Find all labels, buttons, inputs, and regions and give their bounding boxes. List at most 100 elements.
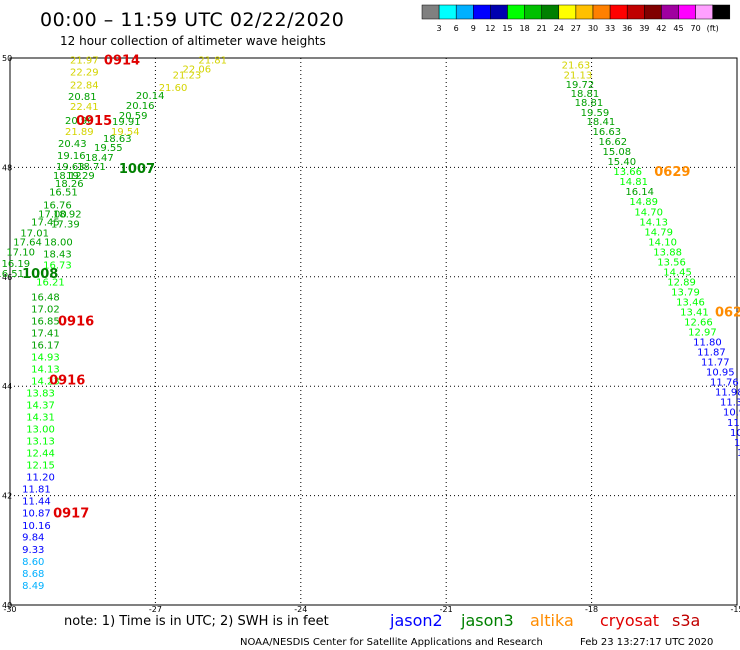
wave-height-label: 9.33	[22, 545, 44, 556]
wave-height-label: 22.84	[70, 81, 99, 92]
lat-tick-label: 44	[2, 382, 12, 391]
wave-height-label: 14.81	[619, 177, 648, 188]
scale-label: 27	[571, 24, 581, 33]
lon-tick-label: -30	[3, 605, 16, 614]
wave-height-label: 10.93	[723, 408, 740, 419]
wave-height-label: 15.08	[602, 147, 631, 158]
scale-label: 12	[485, 24, 495, 33]
wave-height-label: 22.41	[70, 102, 99, 113]
satellite-legend: jason2 jason3 altika cryosat s3a	[389, 611, 700, 630]
scale-swatch	[626, 4, 645, 20]
wave-height-label: 19.59	[581, 108, 610, 119]
wave-height-label: 19.29	[66, 171, 95, 182]
lon-tick-label: -21	[440, 605, 453, 614]
wave-height-label: 14.10	[648, 237, 677, 248]
wave-height-label: 18.92	[53, 209, 82, 220]
scale-swatch	[558, 4, 577, 20]
lon-tick-label: -15	[730, 605, 740, 614]
wave-height-label: 11.77	[701, 358, 730, 369]
wave-height-label: 18.63	[103, 134, 132, 145]
wave-height-label: 22.06	[182, 65, 211, 76]
scale-label: 45	[673, 24, 683, 33]
pass-time-labels: 0914 0915 1007 1008 0916 0916 0917 0629 0628	[22, 54, 740, 522]
wave-height-label: 18.47	[85, 153, 114, 164]
wave-height-label: 10.	[734, 438, 740, 449]
wave-height-label: 14.37	[26, 401, 55, 412]
page-subtitle: 12 hour collection of altimeter wave hei…	[60, 34, 326, 48]
wave-height-label: 13.13	[26, 437, 55, 448]
lat-tick-label: 48	[2, 163, 12, 172]
wave-height-label: 17.64	[13, 237, 42, 248]
scale-swatch	[438, 4, 457, 20]
wave-height-label: 21.63	[562, 61, 591, 72]
wave-height-label: 15.40	[607, 157, 636, 168]
wave-height-label: 18.81	[575, 98, 604, 109]
wave-height-label: 13.56	[657, 257, 686, 268]
wave-height-label: 18.12	[53, 171, 82, 182]
wave-height-label: 20.59	[119, 111, 148, 122]
wave-height-label: 21.81	[198, 56, 227, 67]
wave-height-label: 17.00	[38, 209, 67, 220]
wave-height-label: 13.46	[676, 298, 705, 309]
wave-height-label: 14.70	[634, 207, 663, 218]
scale-label: 15	[502, 24, 512, 33]
pass-time-label: 0917	[53, 507, 89, 522]
wave-height-label: 12.97	[688, 328, 717, 339]
wave-height-label: 21.13	[564, 71, 593, 82]
satellite-cryosat: cryosat	[600, 611, 659, 630]
lat-tick-label: 46	[2, 273, 12, 282]
wave-height-label: 12.66	[684, 318, 713, 329]
wave-height-label: 12.15	[26, 461, 55, 472]
wave-height-label: 8.68	[22, 569, 44, 580]
wave-height-label: 16.21	[36, 277, 65, 288]
wave-height-label: 13.88	[653, 247, 682, 258]
wave-height-label: 11.76	[710, 378, 739, 389]
scale-label: 21	[537, 24, 547, 33]
wave-height-label: 17.01	[20, 228, 49, 239]
wave-height-label: 18.71	[77, 162, 106, 173]
scale-label: 36	[622, 24, 632, 33]
wave-height-label: 18.26	[55, 179, 84, 190]
satellite-jason2: jason2	[389, 611, 443, 630]
wave-height-label: 16.14	[625, 187, 654, 198]
scale-swatch	[678, 4, 696, 20]
lat-tick-label: 42	[2, 492, 12, 501]
scale-swatch	[490, 4, 508, 20]
wave-height-label: 11.98	[715, 388, 740, 399]
scale-label: 33	[605, 24, 615, 33]
wave-height-label: 14.13	[31, 365, 60, 376]
wave-height-label: 11.40	[727, 418, 740, 429]
wave-height-label: 16.85	[31, 317, 60, 328]
pass-time-label: 1008	[22, 267, 58, 282]
wave-height-label: 13.66	[613, 167, 642, 178]
scale-label: 70	[691, 24, 701, 33]
wave-height-label: 11	[737, 448, 740, 459]
satellite-s3a: s3a	[672, 611, 700, 630]
pass-time-label: 0915	[76, 114, 112, 129]
wave-height-label: 14.93	[31, 353, 60, 364]
lat-tick-label: 50	[2, 54, 12, 63]
wave-height-label: 16.48	[31, 292, 60, 303]
wave-height-label: 14.13	[639, 217, 668, 228]
wave-height-label: 16.17	[31, 341, 60, 352]
wave-height-label: 13.41	[680, 308, 709, 319]
wave-height-label: 13.00	[26, 425, 55, 436]
pass-time-label: 0916	[49, 374, 85, 389]
wave-height-label: 14.45	[663, 267, 692, 278]
scale-label: (ft)	[707, 24, 719, 33]
scale-swatch	[455, 4, 474, 20]
wave-height-label: 19.54	[111, 127, 140, 138]
wave-height-label: 21.97	[70, 56, 99, 67]
axis-labels: -30 -27 -24 -21 -18 -15 50 48 46 44 42 40	[2, 54, 740, 614]
pass-time-label: 0628	[715, 306, 740, 321]
wave-height-label: 14.31	[26, 413, 55, 424]
wave-height-label: 20.14	[136, 91, 165, 102]
wave-height-label: 11.87	[697, 348, 726, 359]
wave-height-label: 10.16	[22, 521, 51, 532]
wave-height-label: 8.49	[22, 581, 44, 592]
wave-height-label: 20.43	[58, 139, 87, 150]
wave-height-label: 21.60	[159, 83, 188, 94]
wave-height-label: 16.19	[2, 259, 31, 270]
